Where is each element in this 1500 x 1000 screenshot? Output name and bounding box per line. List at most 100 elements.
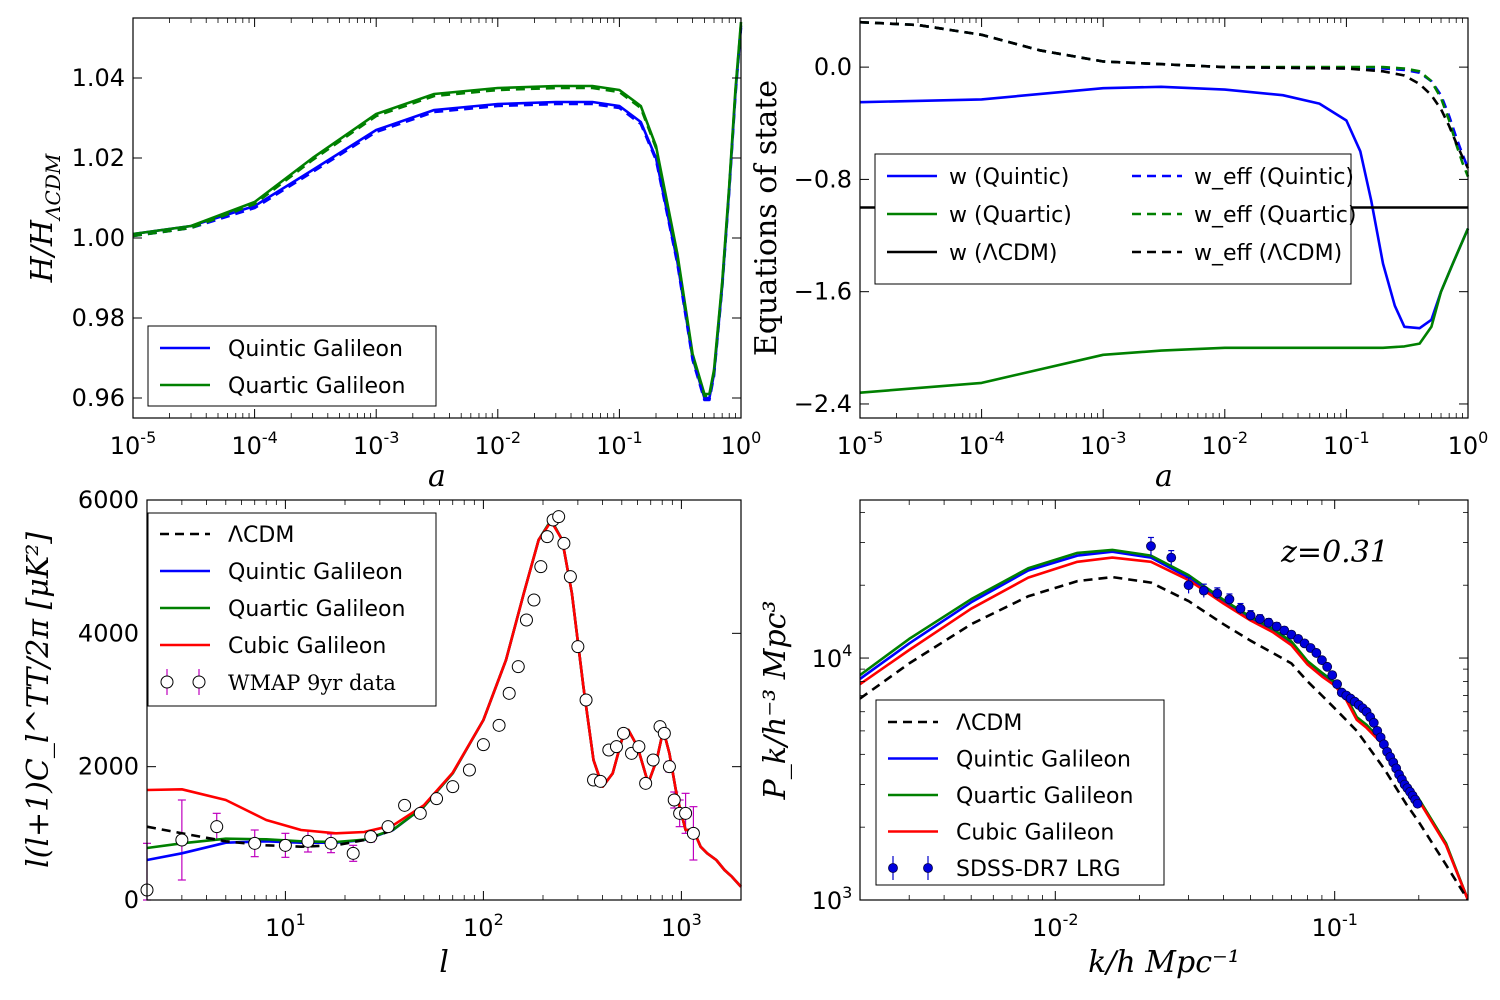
y-tick-label: 0 xyxy=(124,886,139,914)
data-point xyxy=(1166,552,1177,563)
data-point xyxy=(1327,670,1338,681)
data-point xyxy=(646,753,660,767)
data-point xyxy=(527,593,541,607)
series-line xyxy=(859,85,1470,330)
data-point xyxy=(657,726,671,740)
data-point xyxy=(476,738,490,752)
data-point xyxy=(540,530,554,544)
data-point xyxy=(502,686,516,700)
series-line xyxy=(859,20,1470,169)
plot-frame xyxy=(859,17,1469,419)
legend-marker xyxy=(888,863,898,873)
series-line xyxy=(132,23,743,398)
data-point xyxy=(1368,717,1379,728)
data-point xyxy=(1322,661,1333,672)
data-point xyxy=(1212,588,1223,599)
data-point xyxy=(511,660,525,674)
legend-box xyxy=(147,512,437,707)
legend-label: Quartic Galileon xyxy=(956,784,1133,809)
panel-equations-of-state: 10-5 10-4 10-3 10-2 10-1 100 −2.4 −1.6 −0.8 0.0 a E… xyxy=(749,17,1488,494)
y-tick-label: 1.04 xyxy=(72,64,125,92)
legend-label: ΛCDM xyxy=(228,523,294,548)
y-tick-label: 0.0 xyxy=(814,53,852,81)
legend-box xyxy=(875,699,1165,886)
x-tick-label: 10-1 xyxy=(1323,428,1370,460)
data-point xyxy=(278,838,292,852)
data-point xyxy=(248,836,262,850)
data-point xyxy=(1332,679,1342,690)
data-point xyxy=(364,830,378,844)
legend-label: SDSS-DR7 LRG xyxy=(956,857,1121,882)
x-tick-label: 10-5 xyxy=(837,428,884,460)
x-axis-label: a xyxy=(428,459,446,494)
plot-frame xyxy=(132,17,742,419)
y-tick-label: −0.8 xyxy=(794,165,852,193)
legend: w (Quintic) w (Quartic) w (ΛCDM) w_eff (Qui… xyxy=(874,153,1356,285)
data-point xyxy=(446,780,460,794)
data-point xyxy=(1263,617,1274,628)
panel-cmb-power-spectrum: 101 102 103 0 2000 4000 6000 l l(l+1)C_l^TT/2π [… xyxy=(21,486,742,980)
data-point xyxy=(679,806,693,820)
redshift-annotation: z=0.31 xyxy=(1280,535,1389,570)
data-point xyxy=(210,820,224,834)
data-point xyxy=(557,536,571,550)
y-tick-label: −2.4 xyxy=(794,390,852,418)
panel-matter-power-spectrum: 10-2 10-1 103 104 k/h Mpc⁻¹ P_k/h⁻³ Mpc³ z=0.3… xyxy=(758,499,1469,980)
data-point xyxy=(519,613,533,627)
data-point xyxy=(662,760,676,774)
data-point xyxy=(632,740,646,754)
series-line xyxy=(860,575,1468,900)
x-axis-label: a xyxy=(1155,459,1173,494)
legend-box xyxy=(147,325,437,407)
x-tick-label: 102 xyxy=(463,910,504,942)
data-point xyxy=(492,718,506,732)
data-point xyxy=(175,833,189,847)
plot-frame xyxy=(146,499,742,901)
legend-label: Cubic Galileon xyxy=(228,634,386,659)
data-point xyxy=(1255,614,1265,624)
data-point xyxy=(381,820,395,834)
y-tick-label: −1.6 xyxy=(794,278,852,306)
data-point xyxy=(1146,541,1156,552)
x-tick-label: 10-2 xyxy=(475,428,522,460)
data-point xyxy=(552,510,566,524)
y-tick-label: 4000 xyxy=(78,619,139,647)
legend-label: WMAP 9yr data xyxy=(228,671,396,695)
x-axis-label: k/h Mpc⁻¹ xyxy=(1088,945,1240,980)
x-tick-label: 10-3 xyxy=(353,428,400,460)
x-tick-label: 10-1 xyxy=(596,428,643,460)
data-point xyxy=(1198,585,1209,596)
panel-hubble-ratio: 10-5 10-4 10-3 10-2 10-1 100 0.96 0.98 1.00 1.02 1… xyxy=(25,17,761,494)
legend-marker xyxy=(160,675,174,689)
y-axis-label: l(l+1)C_l^TT/2π [μK²] xyxy=(21,532,56,868)
y-tick-label: 0.98 xyxy=(72,304,125,332)
legend-label: ΛCDM xyxy=(956,711,1022,736)
data-point xyxy=(430,792,444,806)
data-point xyxy=(571,640,585,654)
legend-label: Quartic Galileon xyxy=(228,597,405,622)
x-tick-label: 10-5 xyxy=(110,428,157,460)
y-tick-label: 104 xyxy=(812,641,853,673)
legend-label: Quintic Galileon xyxy=(956,748,1131,773)
x-tick-label: 101 xyxy=(265,910,306,942)
data-point xyxy=(1224,594,1235,605)
y-axis-label: H/HΛCDM xyxy=(25,153,65,283)
x-tick-label: 10-3 xyxy=(1080,428,1127,460)
legend-marker xyxy=(923,863,933,873)
legend-label: Quintic Galileon xyxy=(228,560,403,585)
data-point xyxy=(563,570,577,584)
x-tick-label: 10-2 xyxy=(1032,910,1079,942)
data-point xyxy=(639,776,653,790)
legend: ΛCDM Quintic Galileon Quartic Galileon Cubi… xyxy=(875,699,1165,886)
legend: Quintic Galileon Quartic Galileon xyxy=(147,325,437,407)
legend-label: w (ΛCDM) xyxy=(949,241,1058,266)
data-point xyxy=(1311,648,1322,658)
data-point xyxy=(579,693,593,707)
data-point xyxy=(1271,621,1282,632)
data-point xyxy=(398,798,412,812)
x-tick-label: 103 xyxy=(661,910,702,942)
data-point xyxy=(1412,798,1423,809)
data-point xyxy=(301,834,315,848)
legend-box xyxy=(874,153,1352,285)
